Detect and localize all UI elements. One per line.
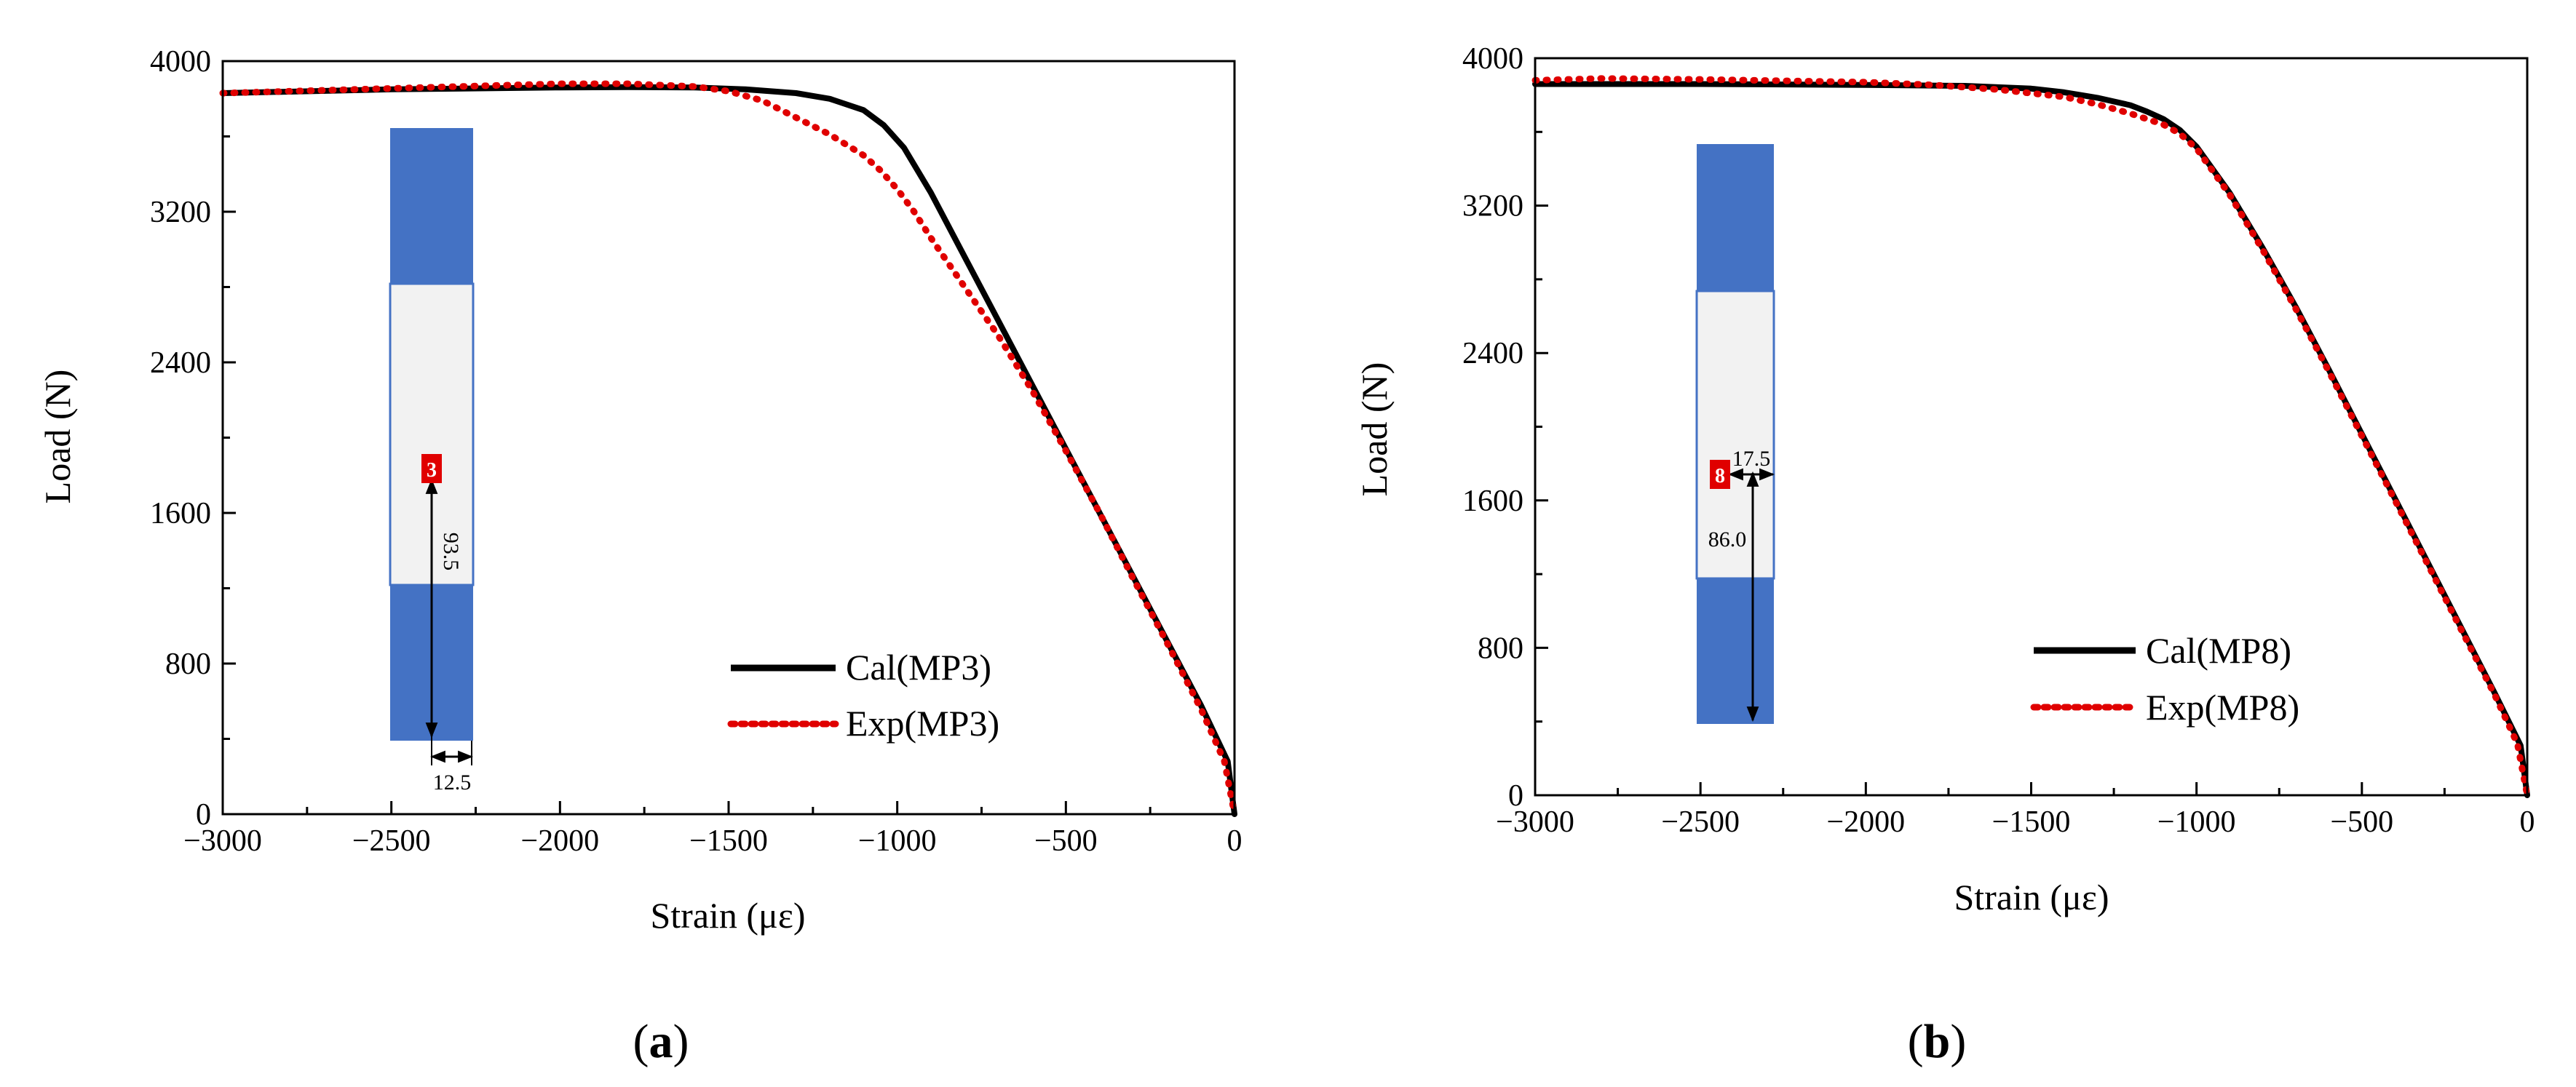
x-tick-label: −1500 — [1992, 805, 2071, 839]
y-tick-label: 800 — [165, 648, 211, 681]
series-line-cal — [1532, 81, 2530, 798]
x-tick-label: 0 — [2520, 805, 2535, 839]
measurement-point-label: 3 — [427, 459, 437, 482]
y-tick-label: 4000 — [150, 45, 211, 79]
x-axis-title: Strain (με) — [650, 895, 805, 936]
legend-label-exp: Exp(MP8) — [2146, 687, 2299, 728]
x-tick-label: −1500 — [689, 824, 768, 858]
panel-label-a: (a) — [633, 1015, 689, 1068]
chart-panel-b: 8 17.5 86.0 −3000 −2500 −2000 −1500 −1000 −50… — [1354, 42, 2535, 1068]
legend: Cal(MP8) Exp(MP8) — [2030, 630, 2299, 728]
x-tick-label: −1000 — [2157, 805, 2236, 839]
specimen-bottom-grip — [1697, 578, 1774, 724]
y-tick-label: 4000 — [1462, 42, 1523, 76]
legend-label-exp: Exp(MP3) — [846, 703, 999, 744]
specimen-inset-a: 3 93.5 12.5 — [389, 128, 475, 795]
x-tick-label: −2500 — [1661, 805, 1740, 839]
y-tick-label: 1600 — [150, 497, 211, 530]
x-tick-label: 0 — [1227, 824, 1243, 858]
x-tick-label: −1000 — [858, 824, 937, 858]
panel-letter: a — [649, 1015, 673, 1068]
x-tick-label: −2000 — [1826, 805, 1905, 839]
panel-letter: b — [1924, 1015, 1951, 1068]
y-tick-label: 0 — [196, 798, 211, 832]
y-axis-title: Load (N) — [1354, 362, 1395, 497]
x-tick-label: −3000 — [1496, 805, 1574, 839]
plot-frame — [221, 60, 1236, 816]
y-tick-label: 0 — [1508, 779, 1523, 813]
y-tick-label: 3200 — [1462, 190, 1523, 223]
x-tick-label: −500 — [1034, 824, 1098, 858]
specimen-top-grip — [390, 128, 473, 284]
specimen-inset-b: 8 17.5 86.0 — [1695, 144, 1775, 724]
chart-panel-a: 3 93.5 12.5 −3000 −2500 −2000 −1500 −1000 −50… — [37, 45, 1243, 1068]
specimen-top-grip — [1697, 144, 1774, 291]
vertical-dimension-label: 93.5 — [439, 533, 463, 571]
specimen-gauge-section — [1695, 290, 1775, 580]
measurement-point-label: 8 — [1715, 465, 1725, 487]
horizontal-dimension-label: 12.5 — [433, 771, 472, 795]
legend-label-cal: Cal(MP3) — [846, 647, 991, 688]
y-tick-label: 800 — [1478, 632, 1523, 665]
horizontal-dimension-label: 17.5 — [1732, 447, 1771, 471]
y-axis-title: Load (N) — [37, 370, 78, 504]
panel-label-b: (b) — [1908, 1015, 1967, 1068]
measurement-point-marker — [421, 454, 442, 483]
legend: Cal(MP3) Exp(MP3) — [727, 647, 999, 744]
plot-frame — [1534, 57, 2529, 797]
y-tick-label: 3200 — [150, 196, 211, 229]
series-line-exp — [1531, 75, 2531, 799]
x-tick-label: −2000 — [520, 824, 599, 858]
series-line-cal — [220, 84, 1237, 817]
y-tick-label: 2400 — [150, 346, 211, 380]
y-tick-label: 2400 — [1462, 337, 1523, 370]
series-line-exp — [219, 80, 1238, 818]
x-tick-label: −500 — [2330, 805, 2393, 839]
x-axis-title: Strain (με) — [1954, 877, 2109, 917]
measurement-point-marker — [1710, 460, 1730, 489]
x-tick-label: −3000 — [183, 824, 262, 858]
y-tick-label: 1600 — [1462, 485, 1523, 518]
legend-label-cal: Cal(MP8) — [2146, 630, 2291, 671]
vertical-dimension-label: 86.0 — [1708, 527, 1747, 552]
x-tick-label: −2500 — [352, 824, 431, 858]
